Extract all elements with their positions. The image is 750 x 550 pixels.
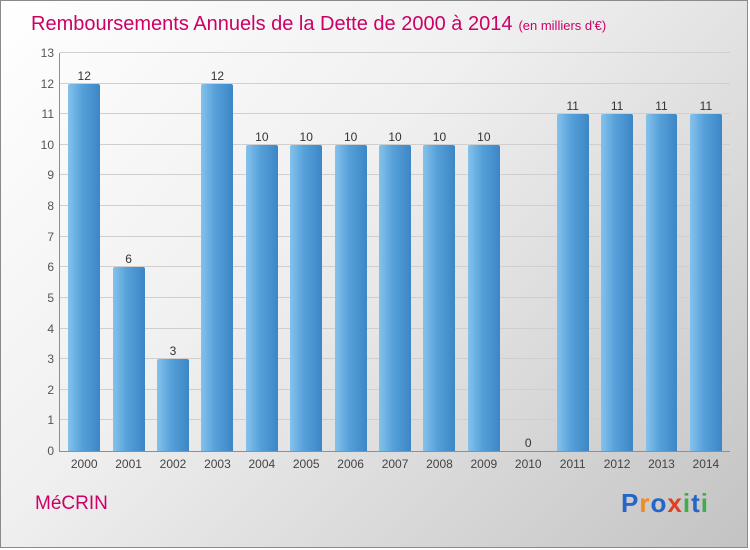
gridline bbox=[60, 52, 730, 53]
bar-value-label: 10 bbox=[299, 129, 313, 144]
bar-group-2008: 10 2008 bbox=[417, 53, 461, 471]
x-axis-tick-label: 2004 bbox=[248, 457, 276, 471]
bar-group-2007: 10 2007 bbox=[373, 53, 417, 471]
chart-subtitle: (en milliers d'€) bbox=[518, 18, 607, 33]
x-axis-tick-label: 2006 bbox=[337, 457, 364, 471]
bar-group-2006: 10 2006 bbox=[328, 53, 372, 471]
gridline bbox=[60, 143, 730, 145]
bar bbox=[68, 83, 101, 451]
y-axis-tick-label: 10 bbox=[40, 137, 54, 152]
bar bbox=[601, 114, 634, 451]
bar-value-label: 11 bbox=[610, 99, 624, 114]
bar-value-label: 10 bbox=[255, 129, 269, 144]
y-axis-tick-label: 2 bbox=[47, 382, 54, 397]
logo-letter: x bbox=[667, 488, 683, 518]
chart-header: Remboursements Annuels de la Dette de 20… bbox=[31, 13, 737, 36]
logo-letter: i bbox=[682, 488, 692, 518]
y-axis-tick-label: 0 bbox=[47, 444, 54, 458]
x-axis-tick-label: 2002 bbox=[159, 457, 187, 471]
bar-value-label: 0 bbox=[524, 436, 532, 450]
bar bbox=[112, 267, 145, 451]
x-axis-tick-label: 2007 bbox=[381, 457, 409, 471]
bar bbox=[689, 114, 722, 451]
bar bbox=[467, 144, 500, 451]
bar-group-2011: 11 2011 bbox=[550, 53, 594, 471]
bar bbox=[379, 144, 412, 451]
bar-value-label: 11 bbox=[655, 99, 668, 114]
proxiti-logo: Proxiti bbox=[621, 488, 709, 519]
x-axis-tick-label: 2009 bbox=[470, 457, 498, 471]
x-axis-tick-label: 2012 bbox=[603, 457, 631, 471]
x-axis-tick-label: 2010 bbox=[514, 457, 542, 471]
y-axis-tick-label: 3 bbox=[47, 352, 54, 367]
bar-group-2002: 3 2002 bbox=[151, 53, 195, 471]
chart-title: Remboursements Annuels de la Dette de 20… bbox=[31, 13, 513, 35]
bar-value-label: 11 bbox=[566, 99, 579, 114]
bar bbox=[201, 83, 234, 451]
logo-letter: t bbox=[691, 488, 701, 518]
bar-value-label: 11 bbox=[699, 99, 713, 114]
bar bbox=[556, 114, 589, 451]
bar-group-2005: 10 2005 bbox=[284, 53, 328, 471]
y-axis-tick-label: 7 bbox=[47, 229, 54, 244]
bar-value-label: 3 bbox=[169, 344, 177, 359]
gridline bbox=[60, 113, 730, 115]
y-axis-tick-label: 4 bbox=[47, 321, 54, 336]
bar-group-2013: 11 2013 bbox=[639, 53, 683, 471]
logo-letter: r bbox=[639, 488, 651, 518]
logo-letter: o bbox=[650, 488, 668, 518]
x-axis-tick-label: 2014 bbox=[692, 457, 720, 471]
bar bbox=[423, 144, 456, 451]
y-axis-tick-label: 5 bbox=[47, 290, 54, 305]
bar-value-label: 10 bbox=[432, 129, 447, 144]
x-axis-tick-label: 2003 bbox=[204, 457, 231, 471]
bar-value-label: 12 bbox=[210, 68, 225, 83]
bar bbox=[245, 144, 278, 451]
bar-group-2001: 6 2001 bbox=[106, 53, 150, 471]
y-axis-tick-label: 11 bbox=[41, 107, 54, 122]
bar-group-2012: 11 2012 bbox=[595, 53, 639, 471]
bar-value-label: 6 bbox=[125, 252, 132, 267]
x-axis-tick-label: 2001 bbox=[115, 457, 142, 471]
y-axis-tick-label: 12 bbox=[40, 76, 54, 91]
x-axis-tick-label: 2008 bbox=[426, 457, 453, 471]
bar-value-label: 10 bbox=[343, 129, 358, 144]
y-axis-tick-label: 13 bbox=[40, 46, 54, 60]
bars-container: 12 2000 6 2001 3 2002 12 2003 10 2004 10 2005 10 2006… bbox=[60, 53, 730, 471]
logo-letter: P bbox=[621, 488, 640, 518]
bar-value-label: 12 bbox=[77, 68, 91, 83]
bar-group-2009: 10 2009 bbox=[462, 53, 506, 471]
bar bbox=[290, 144, 323, 451]
organization-name: MéCRIN bbox=[35, 493, 108, 514]
x-axis-tick-label: 2005 bbox=[292, 457, 320, 471]
bar bbox=[645, 114, 678, 451]
bar-group-2004: 10 2004 bbox=[240, 53, 284, 471]
y-axis-tick-label: 8 bbox=[47, 199, 54, 214]
x-axis-tick-label: 2011 bbox=[559, 457, 586, 471]
bar-group-2014: 11 2014 bbox=[684, 53, 728, 471]
logo-letter: i bbox=[700, 488, 709, 518]
gridline bbox=[60, 82, 730, 84]
bar-value-label: 10 bbox=[477, 129, 491, 144]
bar-group-2000: 12 2000 bbox=[62, 53, 106, 471]
x-axis-tick-label: 2000 bbox=[70, 457, 98, 471]
y-axis-tick-label: 9 bbox=[47, 168, 54, 183]
plot-area: 12 2000 6 2001 3 2002 12 2003 10 2004 10 2005 10 2006… bbox=[41, 46, 730, 471]
bar bbox=[157, 359, 189, 451]
x-axis-tick-label: 2013 bbox=[648, 457, 675, 471]
bar bbox=[334, 144, 367, 451]
bar-group-2010: 0 2010 bbox=[506, 53, 550, 471]
bar-value-label: 10 bbox=[388, 129, 402, 144]
y-axis-tick-label: 6 bbox=[47, 260, 54, 275]
bar-group-2003: 12 2003 bbox=[195, 53, 239, 471]
y-axis-tick-label: 1 bbox=[47, 413, 54, 428]
